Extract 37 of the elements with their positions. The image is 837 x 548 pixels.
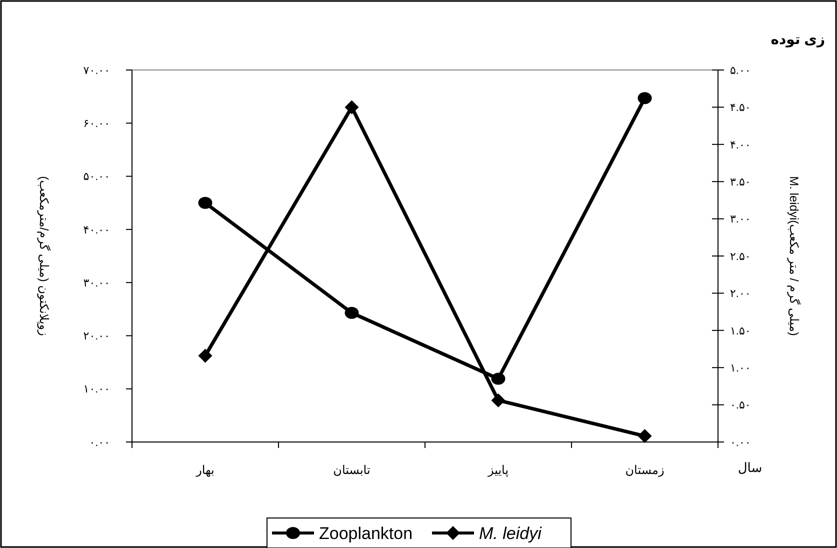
y-tick-label: ۲۰.۰۰	[83, 330, 110, 343]
y2-axis-title: M. leidyi(میلی گرم / متر مکعب)	[787, 176, 801, 336]
legend-label: Zooplankton	[319, 524, 413, 543]
x-tick-label: زمستان	[625, 463, 664, 477]
y-tick-label: ۵۰.۰۰	[83, 171, 110, 184]
x-tick-label: پاییز	[486, 463, 509, 477]
x-axis-title: سال	[738, 460, 762, 475]
legend-label: M. leidyi	[479, 524, 543, 543]
y-axis-title: زوپلانکتون (میلی گرم/مترمکعب)	[37, 176, 51, 336]
x-tick-label: بهار	[195, 463, 214, 477]
y-tick-label: ۷۰.۰۰	[83, 64, 110, 77]
y2-tick-label: ۱.۵۰	[730, 325, 751, 338]
y2-tick-label: ۵.۰۰	[730, 64, 751, 77]
y2-tick-label: ۴.۵۰	[730, 102, 751, 114]
y-tick-label: ۱۰.۰۰	[83, 384, 110, 396]
y-tick-label: ۳۰.۰۰	[83, 277, 110, 290]
y2-tick-label: ۳.۰۰	[730, 214, 751, 226]
y2-tick-label: ۱.۰۰	[730, 362, 751, 374]
y-tick-label: ۴۰.۰۰	[83, 224, 110, 236]
y-tick-label: ۶۰.۰۰	[83, 118, 110, 130]
y2-tick-label: ۰.۵۰	[730, 400, 751, 412]
point	[491, 393, 506, 408]
point	[344, 306, 359, 319]
x-tick-label: تابستان	[333, 463, 370, 477]
y2-tick-label: ۲.۵۰	[730, 250, 751, 263]
point	[198, 196, 212, 209]
y2-tick-label: ۳.۵۰	[730, 176, 751, 188]
point	[198, 348, 212, 363]
point	[344, 100, 359, 114]
point	[491, 372, 506, 385]
text: زی توده	[770, 31, 825, 48]
y2-tick-label: ۴.۰۰	[730, 139, 751, 152]
y-tick-label: ۰.۰۰	[89, 436, 110, 449]
y2-tick-label: ۰.۰۰	[730, 436, 751, 449]
y2-tick-label: ۲.۰۰	[730, 288, 751, 300]
point	[638, 92, 652, 104]
point	[638, 429, 652, 444]
